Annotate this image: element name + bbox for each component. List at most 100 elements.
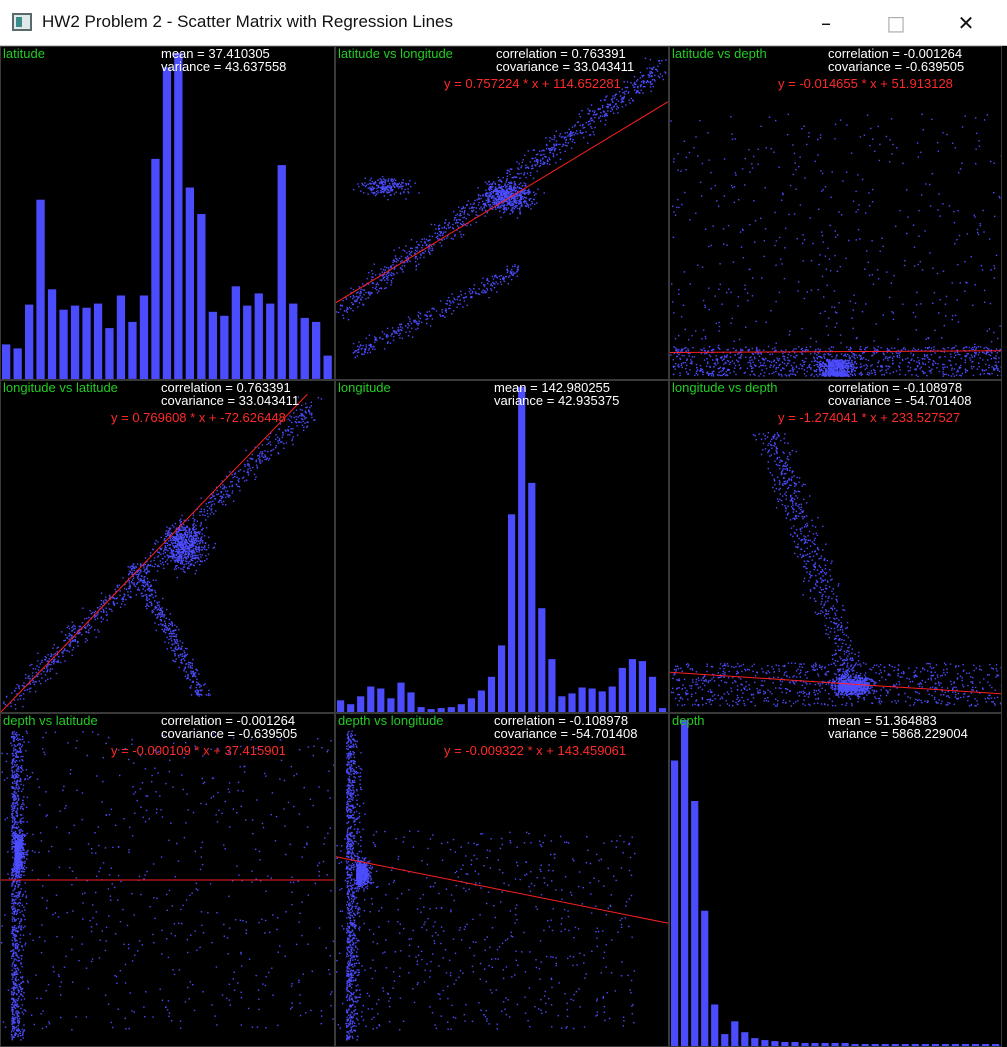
scatter-point <box>860 349 862 351</box>
scatter-point <box>582 123 584 126</box>
scatter-point <box>726 354 728 356</box>
scatter-point <box>516 270 518 273</box>
scatter-point <box>600 111 602 114</box>
scatter-point <box>370 188 373 190</box>
scatter-point <box>616 105 618 108</box>
scatter-point <box>210 505 213 507</box>
scatter-point <box>651 79 654 81</box>
scatter-point <box>579 132 581 134</box>
scatter-point <box>193 551 195 554</box>
scatter-point <box>380 181 383 183</box>
scatter-point <box>680 349 683 351</box>
scatter-point <box>399 192 402 194</box>
scatter-point <box>212 500 214 502</box>
scatter-point <box>381 175 384 178</box>
scatter-point <box>22 705 24 708</box>
scatter-point <box>270 454 272 456</box>
scatter-point <box>687 352 690 355</box>
scatter-point <box>826 373 828 376</box>
scatter-point <box>407 259 410 261</box>
scatter-point <box>399 185 401 188</box>
scatter-point <box>712 359 714 361</box>
scatter-point <box>494 189 496 191</box>
scatter-point <box>945 315 947 317</box>
scatter-point <box>497 193 499 196</box>
scatter-point <box>718 374 720 376</box>
scatter-point <box>888 356 890 359</box>
scatter-point <box>194 573 196 575</box>
scatter-point <box>635 92 637 94</box>
scatter-point <box>481 209 484 211</box>
scatter-point <box>475 221 477 223</box>
scatter-point <box>843 366 845 368</box>
scatter-point <box>516 161 518 163</box>
scatter-point <box>532 177 535 179</box>
close-button[interactable]: ✕ <box>957 11 975 35</box>
scatter-point <box>945 373 947 376</box>
scatter-point <box>735 359 738 361</box>
scatter-point <box>497 192 499 194</box>
scatter-point <box>865 364 867 366</box>
scatter-point <box>370 177 372 180</box>
scatter-point <box>37 669 40 671</box>
scatter-point <box>134 567 136 570</box>
scatter-point <box>267 438 269 441</box>
scatter-point <box>380 287 382 289</box>
scatter-point <box>495 192 497 194</box>
scatter-point <box>524 192 526 195</box>
scatter-point <box>605 114 607 116</box>
scatter-point <box>384 181 386 184</box>
scatter-point <box>188 546 190 548</box>
scatter-point <box>835 362 837 364</box>
scatter-point <box>942 373 944 375</box>
scatter-point <box>467 200 469 202</box>
scatter-point <box>93 615 96 617</box>
scatter-point <box>143 576 145 578</box>
scatter-point <box>539 165 542 167</box>
scatter-point <box>193 531 195 534</box>
scatter-point <box>407 327 409 329</box>
scatter-point <box>183 554 185 556</box>
scatter-point <box>291 431 293 434</box>
scatter-point <box>270 432 272 434</box>
scatter-point <box>484 202 487 204</box>
scatter-point <box>679 374 681 377</box>
scatter-point <box>880 347 882 349</box>
scatter-point <box>492 201 494 203</box>
scatter-point <box>719 283 721 286</box>
scatter-point <box>916 291 918 294</box>
scatter-point <box>726 359 729 362</box>
scatter-point <box>642 74 645 77</box>
scatter-point <box>922 129 924 131</box>
scatter-point <box>387 279 389 281</box>
scatter-point <box>605 96 607 98</box>
scatter-point <box>192 528 194 530</box>
scatter-point <box>387 191 390 194</box>
scatter-point <box>873 369 875 371</box>
scatter-point <box>673 211 675 213</box>
scatter-point <box>99 605 101 608</box>
scatter-point <box>685 351 687 353</box>
scatter-point <box>505 181 507 183</box>
scatter-point <box>606 113 608 115</box>
scatter-point <box>364 177 366 179</box>
scatter-point <box>183 526 185 528</box>
scatter-point <box>740 355 742 357</box>
scatter-point <box>265 438 268 440</box>
minimize-button[interactable]: – <box>821 11 831 35</box>
scatter-point <box>66 650 69 652</box>
scatter-point <box>812 242 814 245</box>
maximize-button[interactable]: □ <box>886 11 906 35</box>
scatter-point <box>683 347 686 349</box>
scatter-point <box>860 372 862 375</box>
scatter-point <box>185 563 187 565</box>
scatter-point <box>570 130 572 133</box>
scatter-point <box>510 181 512 183</box>
scatter-point <box>535 158 538 161</box>
scatter-point <box>93 616 96 619</box>
scatter-point <box>484 215 486 217</box>
scatter-point <box>506 169 509 171</box>
scatter-point <box>374 339 377 341</box>
scatter-point <box>359 292 361 295</box>
scatter-point <box>508 203 510 205</box>
